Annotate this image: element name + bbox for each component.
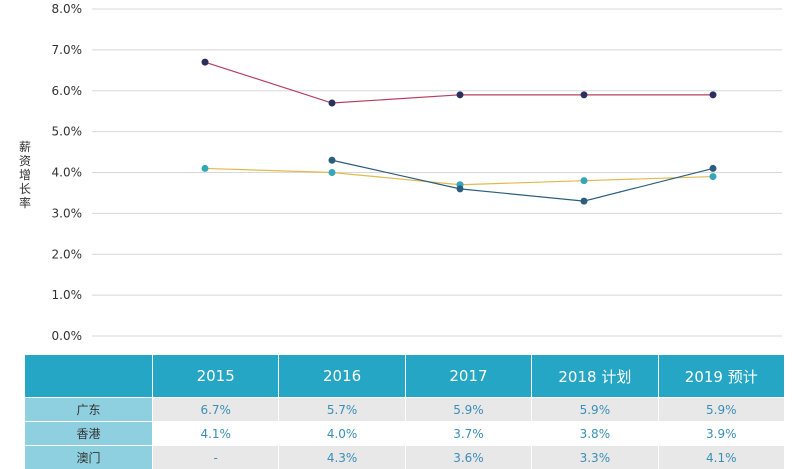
table-cell: 4.1% <box>658 446 784 469</box>
y-axis-label: 薪资增长率 <box>16 140 34 210</box>
y-tick-label: 1.0% <box>52 288 83 302</box>
table-cell: 5.9% <box>532 398 658 422</box>
table-header-row: 2015 2016 2017 2018 计划 2019 预计 <box>25 355 785 398</box>
table-cell: 3.9% <box>658 422 784 446</box>
table-cell: 4.1% <box>153 422 279 446</box>
table-cell: 4.0% <box>279 422 405 446</box>
y-tick-label: 4.0% <box>52 166 83 180</box>
table-header-2019: 2019 预计 <box>658 355 784 398</box>
table-cell: 5.9% <box>405 398 531 422</box>
table-cell: 4.3% <box>279 446 405 469</box>
data-point-1 <box>710 173 717 180</box>
data-point-0 <box>329 100 336 107</box>
data-point-2 <box>710 165 717 172</box>
data-point-2 <box>457 185 464 192</box>
series-line-2 <box>332 160 713 201</box>
table-cell: 6.7% <box>153 398 279 422</box>
table-cell: 3.6% <box>405 446 531 469</box>
y-tick-label: 8.0% <box>52 2 83 16</box>
table-header-2018: 2018 计划 <box>532 355 658 398</box>
row-label-hongkong: 香港 <box>25 422 153 446</box>
table-corner-cell <box>25 355 153 398</box>
y-tick-label: 0.0% <box>52 329 83 343</box>
table-cell: 3.7% <box>405 422 531 446</box>
table-cell: 5.9% <box>658 398 784 422</box>
data-table: 2015 2016 2017 2018 计划 2019 预计 广东 6.7% 5… <box>25 355 785 469</box>
y-tick-label: 5.0% <box>52 125 83 139</box>
y-tick-label: 7.0% <box>52 43 83 57</box>
table-cell: 5.7% <box>279 398 405 422</box>
table-row: 澳门 - 4.3% 3.6% 3.3% 4.1% <box>25 446 785 469</box>
table-cell: 3.8% <box>532 422 658 446</box>
y-tick-label: 2.0% <box>52 247 83 261</box>
data-point-0 <box>457 91 464 98</box>
y-tick-label: 3.0% <box>52 206 83 220</box>
table-cell: - <box>153 446 279 469</box>
data-point-0 <box>202 59 209 66</box>
table-header-2017: 2017 <box>405 355 531 398</box>
data-point-1 <box>581 177 588 184</box>
data-point-0 <box>581 91 588 98</box>
table-row: 广东 6.7% 5.7% 5.9% 5.9% 5.9% <box>25 398 785 422</box>
data-point-2 <box>581 198 588 205</box>
table-cell: 3.3% <box>532 446 658 469</box>
table-row: 香港 4.1% 4.0% 3.7% 3.8% 3.9% <box>25 422 785 446</box>
line-chart: 0.0% 1.0% 2.0% 3.0% 4.0% 5.0% 6.0% 7.0% 8.0% <box>0 0 800 345</box>
data-point-1 <box>202 165 209 172</box>
table-header-2015: 2015 <box>153 355 279 398</box>
data-point-2 <box>329 157 336 164</box>
table-header-2016: 2016 <box>279 355 405 398</box>
data-point-1 <box>329 169 336 176</box>
row-label-guangdong: 广东 <box>25 398 153 422</box>
data-point-0 <box>710 91 717 98</box>
y-tick-label: 6.0% <box>52 84 83 98</box>
row-label-macau: 澳门 <box>25 446 153 469</box>
